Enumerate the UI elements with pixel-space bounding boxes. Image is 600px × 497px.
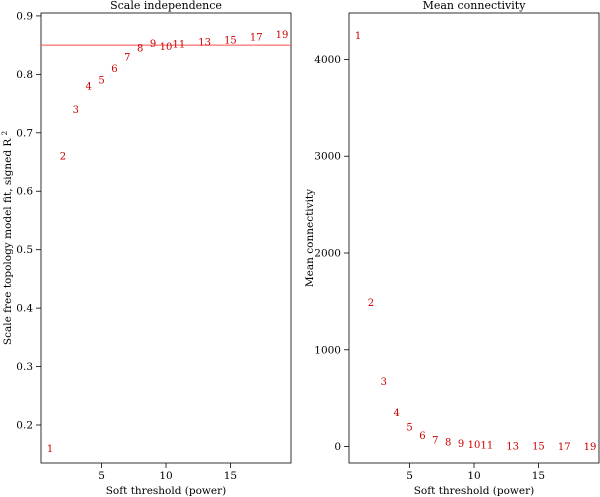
y-tick-label: 1000 — [314, 344, 341, 356]
data-point-label: 13 — [198, 38, 211, 49]
y-tick-label: 4000 — [314, 54, 341, 66]
y-tick-label: 0.8 — [16, 69, 33, 81]
data-point-label: 7 — [432, 435, 438, 446]
scale-independence-title: Scale independence — [110, 0, 222, 12]
data-point-label: 2 — [60, 152, 66, 163]
x-tick-label: 5 — [98, 470, 105, 482]
scale-independence-y-axis: 0.2 0.3 0.4 0.5 0.6 0.7 0.8 0.9 — [16, 10, 41, 432]
scale-independence-y-label-superscript: 2 — [1, 131, 9, 135]
y-tick-label: 0.4 — [16, 303, 33, 315]
x-tick-label: 10 — [159, 470, 172, 482]
data-point-label: 6 — [111, 64, 117, 75]
mean-connectivity-title: Mean connectivity — [423, 0, 527, 12]
data-point-label: 15 — [532, 442, 545, 453]
mean-connectivity-y-label: Mean connectivity — [304, 189, 316, 287]
y-tick-label: 0 — [334, 441, 341, 453]
data-point-label: 2 — [368, 298, 374, 309]
mean-connectivity-y-axis: 0 1000 2000 3000 4000 — [314, 54, 349, 453]
scale-independence-x-axis: 5 10 15 — [98, 463, 237, 482]
data-point-label: 13 — [506, 441, 519, 452]
data-point-label: 17 — [250, 32, 263, 43]
scale-independence-y-label: Scale free topology model fit, signed R … — [1, 131, 14, 345]
data-point-label: 5 — [98, 76, 104, 87]
data-point-label: 7 — [124, 52, 130, 63]
data-point-label: 6 — [419, 431, 425, 442]
data-point-label: 1 — [355, 31, 361, 42]
scale-independence-plot-frame — [40, 12, 292, 464]
mean-connectivity-x-label: Soft threshold (power) — [414, 485, 535, 497]
data-point-label: 9 — [458, 439, 464, 450]
x-tick-label: 15 — [224, 470, 237, 482]
x-tick-label: 15 — [532, 470, 545, 482]
data-point-label: 3 — [381, 377, 387, 388]
mean-connectivity-plot-frame — [348, 12, 600, 464]
data-point-label: 17 — [558, 442, 571, 453]
data-point-label: 19 — [584, 442, 597, 453]
scale-independence-x-label: Soft threshold (power) — [106, 485, 227, 497]
y-tick-label: 0.5 — [16, 244, 33, 256]
x-tick-label: 10 — [467, 470, 480, 482]
data-point-label: 10 — [160, 42, 173, 53]
data-point-label: 5 — [406, 423, 412, 434]
data-point-label: 1 — [47, 444, 53, 455]
data-point-label: 11 — [173, 39, 186, 50]
y-tick-label: 2000 — [314, 248, 341, 260]
data-point-label: 4 — [393, 408, 399, 419]
y-tick-label: 3000 — [314, 151, 341, 163]
data-point-label: 3 — [73, 105, 79, 116]
y-tick-label: 0.6 — [16, 186, 33, 198]
data-point-label: 8 — [445, 438, 451, 449]
data-point-label: 15 — [224, 35, 237, 46]
mean-connectivity-x-axis: 5 10 15 — [406, 463, 545, 482]
data-point-label: 9 — [150, 39, 156, 50]
scale-independence-y-label-text: Scale free topology model fit, signed R — [2, 138, 14, 345]
scale-independence-panel: Scale independence 0.2 0.3 0.4 0.5 0.6 0.7 0.8… — [1, 0, 292, 497]
y-tick-label: 0.3 — [16, 361, 33, 373]
data-point-label: 11 — [481, 441, 494, 452]
y-tick-label: 0.9 — [16, 10, 33, 22]
y-tick-label: 0.2 — [16, 420, 33, 432]
data-point-label: 10 — [468, 440, 481, 451]
mean-connectivity-points: 1 2 3 456 7 8 9 10 11 13 15 17 19 — [355, 31, 597, 453]
x-tick-label: 5 — [406, 470, 413, 482]
data-point-label: 4 — [85, 82, 91, 93]
y-tick-label: 0.7 — [16, 127, 33, 139]
data-point-label: 19 — [276, 30, 289, 41]
data-point-label: 8 — [137, 44, 143, 55]
